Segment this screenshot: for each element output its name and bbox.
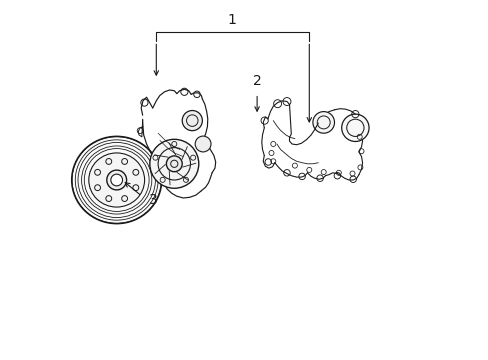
Ellipse shape (72, 136, 162, 224)
Circle shape (149, 139, 199, 188)
Text: 2: 2 (252, 74, 261, 88)
Ellipse shape (89, 153, 144, 207)
Circle shape (195, 136, 211, 152)
Ellipse shape (106, 170, 126, 190)
Circle shape (312, 112, 334, 133)
Circle shape (166, 156, 182, 172)
Text: 1: 1 (227, 13, 236, 27)
Ellipse shape (111, 174, 122, 186)
Circle shape (341, 114, 368, 141)
Text: 3: 3 (149, 193, 158, 207)
Circle shape (182, 111, 202, 131)
